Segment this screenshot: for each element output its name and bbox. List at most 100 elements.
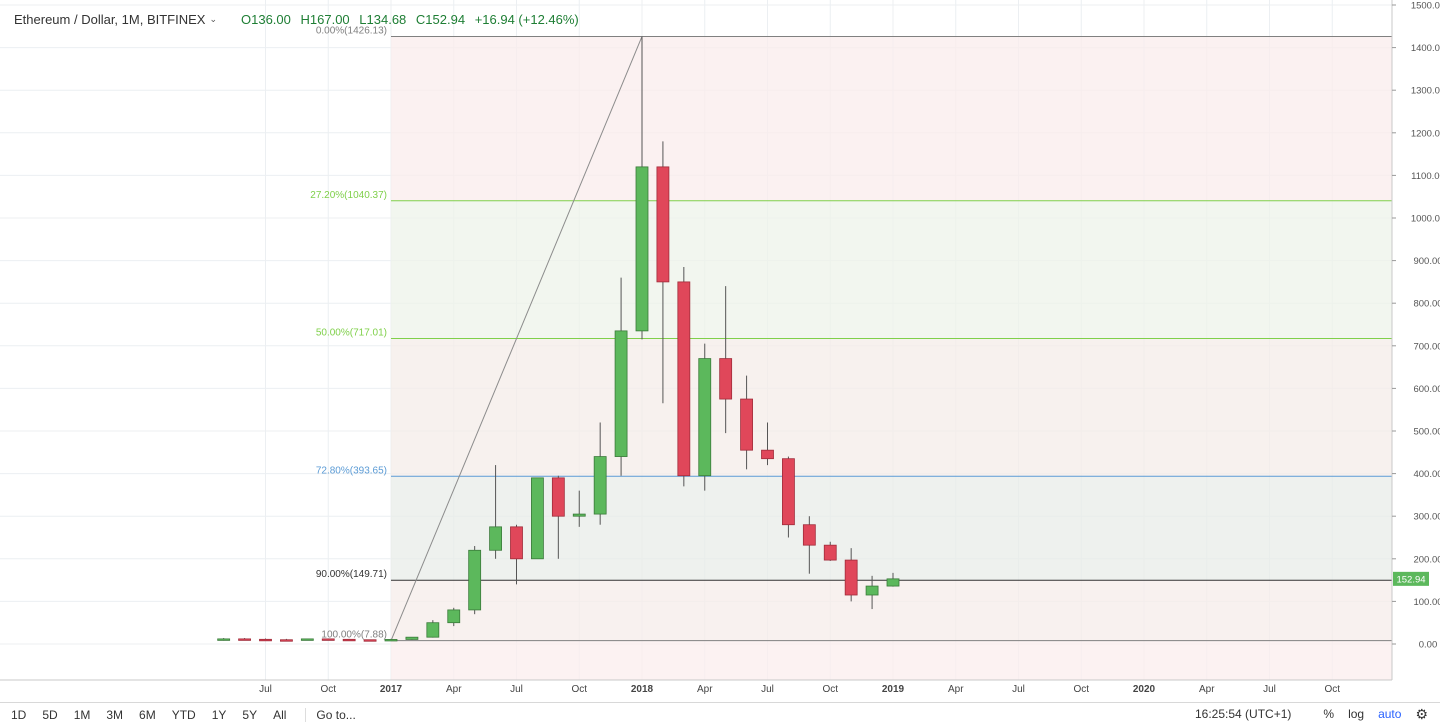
last-price-tag: [1393, 571, 1429, 586]
candle-body: [468, 549, 482, 611]
close-value: C152.94: [415, 11, 466, 27]
candle-body: [238, 638, 251, 641]
candle-body: [823, 544, 837, 561]
time-axis[interactable]: Jul Oct 2017 Apr Jul Oct 2018 Apr Jul Oct 2019 Apr J…: [0, 679, 1392, 695]
candle-body: [489, 526, 502, 551]
candle-body: [321, 638, 335, 641]
time-tick-label: 2020: [1133, 684, 1156, 695]
price-tick-label: 600.00: [1413, 384, 1440, 395]
log-toggle[interactable]: log: [1348, 707, 1365, 721]
candle-body: [865, 585, 879, 596]
time-tick-label: Apr: [697, 684, 713, 695]
candle-body: [551, 477, 565, 517]
candle-body: [447, 609, 461, 624]
candle-body: [426, 622, 440, 638]
time-tick-label: Oct: [1324, 684, 1340, 695]
range-1y[interactable]: 1Y: [211, 707, 227, 722]
time-tick-label: Jul: [1263, 684, 1276, 695]
price-tick-label: 300.00: [1413, 512, 1440, 523]
auto-toggle[interactable]: auto: [1378, 707, 1402, 721]
price-chart[interactable]: 0.00%(1426.13) 27.20%(1040.37) 50.00%(717.…: [0, 0, 1440, 702]
time-tick-label: 2019: [882, 684, 905, 695]
price-tick-label: 1400.00: [1411, 43, 1440, 54]
time-tick-label: Oct: [822, 684, 838, 695]
symbol-title[interactable]: Ethereum / Dollar, 1M, BITFINEX: [14, 11, 206, 27]
candle-body: [677, 281, 691, 477]
candle-body: [740, 398, 753, 451]
candle-body: [635, 166, 649, 332]
candle-body: [886, 578, 900, 587]
open-value: O136.00: [241, 11, 291, 27]
price-tick-label: 1000.00: [1411, 214, 1440, 225]
candle-body: [342, 638, 356, 642]
fib-label: 27.20%(1040.37): [310, 190, 387, 201]
candle-body: [593, 456, 607, 515]
range-5d[interactable]: 5D: [42, 707, 58, 722]
candle-body: [384, 639, 398, 642]
candle-body: [656, 166, 670, 283]
price-tick-label: 200.00: [1413, 554, 1440, 565]
low-value: L134.68: [359, 11, 407, 27]
candle-body: [217, 638, 231, 641]
fib-label: 90.00%(149.71): [316, 569, 387, 580]
range-1m[interactable]: 1M: [73, 707, 91, 722]
range-5y[interactable]: 5Y: [242, 707, 258, 722]
goto-button[interactable]: Go to...: [305, 707, 360, 722]
last-price-label: 152.94: [1396, 574, 1425, 585]
symbol-legend: Ethereum / Dollar, 1M, BITFINEX ⌄ O136.0…: [14, 10, 585, 28]
range-3m[interactable]: 3M: [106, 707, 124, 722]
time-tick-label: Jul: [761, 684, 774, 695]
candle-body: [405, 636, 419, 640]
candles: [217, 36, 900, 642]
high-value: H167.00: [300, 11, 350, 27]
fib-zone: [391, 200, 1392, 339]
candle-body: [782, 458, 795, 526]
price-tick-label: 1500.00: [1411, 1, 1440, 12]
chevron-down-icon[interactable]: ⌄: [209, 13, 217, 24]
candle-body: [363, 639, 377, 642]
time-tick-label: 2018: [631, 684, 654, 695]
fib-zone: [391, 580, 1392, 641]
fib-zones: [391, 36, 1392, 680]
price-tick-label: 800.00: [1413, 299, 1440, 310]
range-all[interactable]: All: [273, 707, 287, 722]
fib-label: 72.80%(393.65): [316, 465, 387, 476]
candle-body: [614, 330, 628, 457]
right-tools: 16:25:54 (UTC+1) % log auto ⚙: [1195, 707, 1428, 721]
trend-line-segment: [390, 36, 643, 641]
bottom-toolbar: 1D 5D 1M 3M 6M YTD 1Y 5Y All Go to... 16…: [0, 702, 1440, 726]
candle-body: [259, 638, 272, 642]
candle-body: [802, 524, 816, 546]
time-tick-label: Apr: [948, 684, 964, 695]
change-value: +16.94 (+12.46%): [474, 11, 579, 27]
price-tick-label: 100.00: [1413, 597, 1440, 608]
time-tick-label: Oct: [320, 684, 336, 695]
candle-body: [719, 358, 733, 400]
range-1d[interactable]: 1D: [11, 707, 27, 722]
time-tick-label: Jul: [1012, 684, 1025, 695]
candle-body: [510, 526, 523, 560]
percent-toggle[interactable]: %: [1323, 707, 1335, 721]
fib-label: 0.00%(1426.13): [316, 25, 387, 36]
price-axis[interactable]: 0.00 100.00 200.00 300.00 400.00 500.00 600.00…: [1391, 0, 1440, 680]
range-ytd[interactable]: YTD: [171, 707, 196, 722]
time-tick-label: Jul: [510, 684, 523, 695]
candle-body: [300, 638, 314, 641]
trend-line: [390, 36, 643, 641]
candle-body: [761, 449, 774, 460]
fib-zone: [391, 338, 1392, 477]
time-tick-label: 2017: [380, 684, 403, 695]
price-tick-label: 1200.00: [1411, 128, 1440, 139]
gear-icon[interactable]: ⚙: [1415, 706, 1428, 722]
price-tick-label: 500.00: [1413, 427, 1440, 438]
candle-body: [844, 559, 858, 596]
price-tick-label: 0.00: [1419, 640, 1438, 651]
range-6m[interactable]: 6M: [139, 707, 156, 722]
time-tick-label: Jul: [259, 684, 272, 695]
candle-body: [531, 477, 544, 560]
price-tick-label: 900.00: [1413, 256, 1440, 267]
price-tick-label: 1100.00: [1411, 171, 1440, 182]
price-tick-label: 1300.00: [1411, 86, 1440, 97]
clock[interactable]: 16:25:54 (UTC+1): [1195, 707, 1292, 721]
fib-zone: [391, 36, 1392, 201]
